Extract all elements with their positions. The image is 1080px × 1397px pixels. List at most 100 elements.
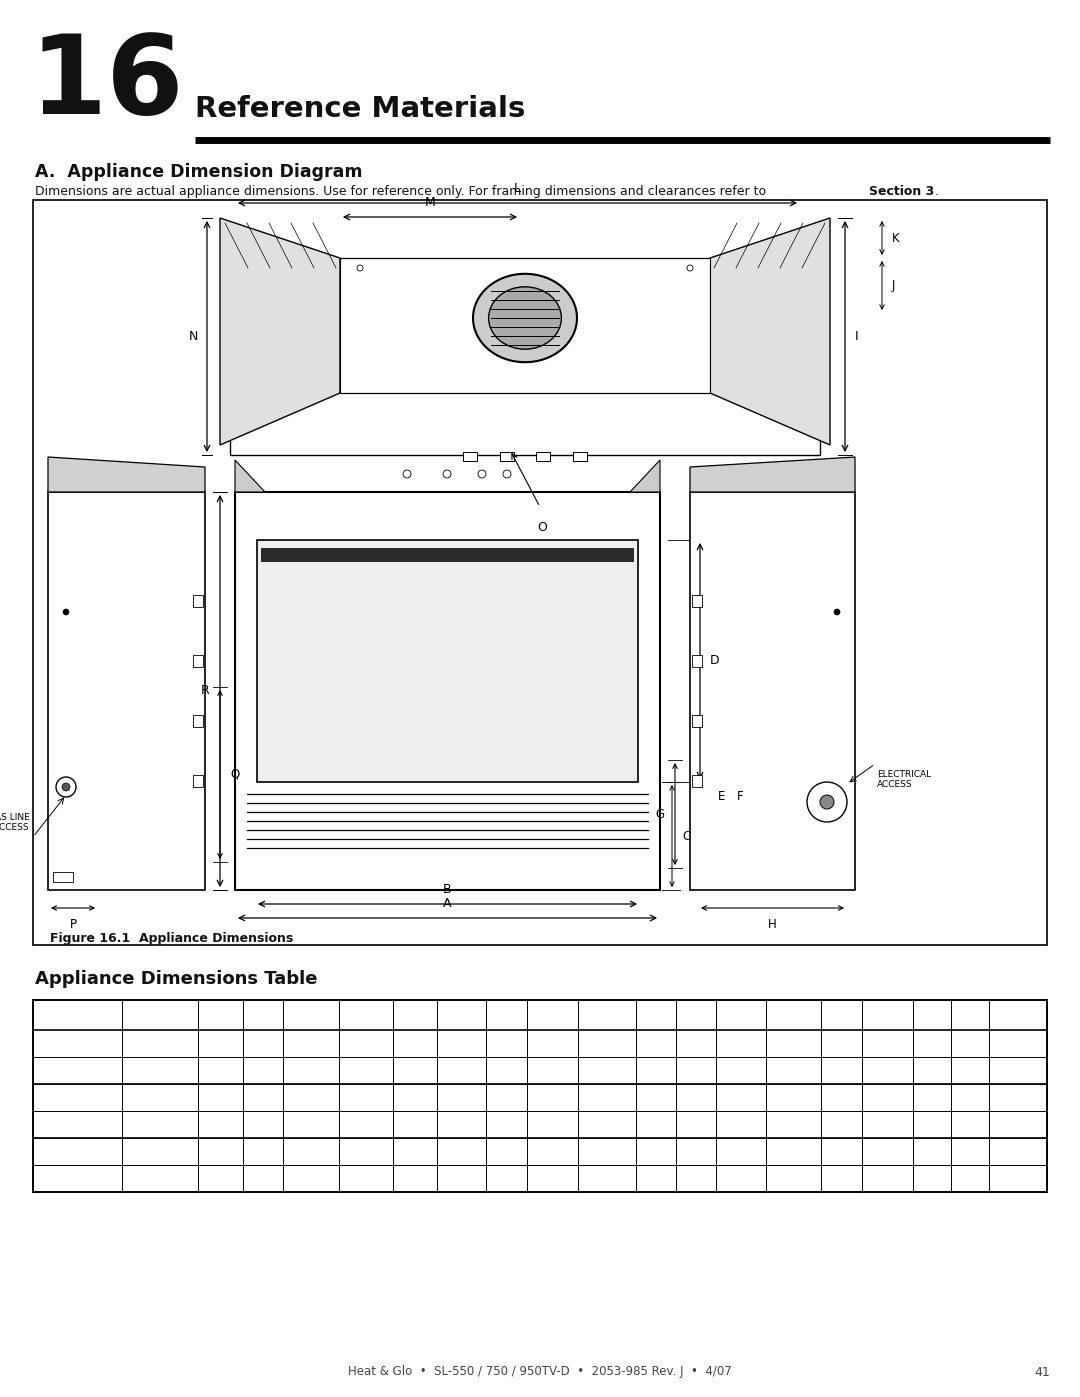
Text: 559: 559 xyxy=(355,1173,376,1183)
Text: 37-3/4: 37-3/4 xyxy=(293,1092,329,1102)
Text: -: - xyxy=(694,1147,699,1157)
Text: 6: 6 xyxy=(883,1147,891,1157)
Text: F: F xyxy=(737,791,743,803)
Text: 153: 153 xyxy=(877,1173,897,1183)
Text: -: - xyxy=(551,1119,554,1130)
Text: 5: 5 xyxy=(838,1038,845,1049)
Text: 198: 198 xyxy=(496,1066,517,1076)
Text: 5: 5 xyxy=(838,1092,845,1102)
Text: 16: 16 xyxy=(30,29,185,137)
Text: P: P xyxy=(928,1009,936,1021)
Text: 32: 32 xyxy=(408,1092,422,1102)
Text: 31: 31 xyxy=(455,1038,469,1049)
Text: R: R xyxy=(201,685,210,697)
Text: 38-1/2: 38-1/2 xyxy=(444,1147,480,1157)
Text: 790: 790 xyxy=(253,1066,273,1076)
Text: J: J xyxy=(654,1009,659,1021)
Text: 1040: 1040 xyxy=(206,1119,234,1130)
Text: H: H xyxy=(768,918,777,930)
Text: -: - xyxy=(551,1147,554,1157)
Text: -: - xyxy=(930,1173,934,1183)
Text: A.  Appliance Dimension Diagram: A. Appliance Dimension Diagram xyxy=(35,163,363,182)
Text: -: - xyxy=(694,1092,699,1102)
Text: -: - xyxy=(886,1119,889,1130)
Text: 8: 8 xyxy=(503,1038,510,1049)
Bar xyxy=(235,492,660,890)
Text: 127: 127 xyxy=(831,1066,852,1076)
Circle shape xyxy=(687,265,693,271)
Text: O: O xyxy=(537,521,546,534)
Text: N: N xyxy=(189,330,198,342)
Text: 17: 17 xyxy=(359,1038,373,1049)
Circle shape xyxy=(63,609,69,615)
Bar xyxy=(193,775,203,787)
Text: -: - xyxy=(413,1173,417,1183)
Bar xyxy=(33,200,1047,944)
Text: 32-1/2: 32-1/2 xyxy=(293,1038,329,1049)
Text: 41: 41 xyxy=(214,1092,228,1102)
Polygon shape xyxy=(690,457,855,492)
Text: B: B xyxy=(258,1009,268,1021)
Bar xyxy=(193,595,203,608)
Text: -: - xyxy=(968,1119,972,1130)
Text: H: H xyxy=(548,1009,557,1021)
Text: 415: 415 xyxy=(783,1066,805,1076)
Text: F: F xyxy=(458,1009,465,1021)
Text: L: L xyxy=(738,1009,745,1021)
Text: -: - xyxy=(792,1092,796,1102)
Text: 129: 129 xyxy=(877,1066,897,1076)
Circle shape xyxy=(503,469,511,478)
Text: -: - xyxy=(739,1092,743,1102)
Text: 327: 327 xyxy=(596,1066,618,1076)
Circle shape xyxy=(834,609,840,615)
Text: 979: 979 xyxy=(451,1173,473,1183)
Text: M: M xyxy=(787,1009,799,1021)
Text: G: G xyxy=(656,807,665,820)
Text: 8: 8 xyxy=(503,1092,510,1102)
Polygon shape xyxy=(710,218,831,446)
Text: 6: 6 xyxy=(838,1147,845,1157)
Text: 1062: 1062 xyxy=(297,1173,325,1183)
Text: R: R xyxy=(1013,1009,1023,1021)
Text: 15-3/8: 15-3/8 xyxy=(589,1092,625,1102)
Circle shape xyxy=(820,795,834,809)
Text: E: E xyxy=(718,791,726,803)
Text: -: - xyxy=(694,1173,699,1183)
Text: 28-1/2: 28-1/2 xyxy=(396,1038,433,1049)
Text: -: - xyxy=(968,1173,972,1183)
Text: 55: 55 xyxy=(924,1066,939,1076)
Text: J: J xyxy=(892,278,895,292)
Text: B: B xyxy=(443,883,451,895)
Text: 25-3/4: 25-3/4 xyxy=(589,1038,625,1049)
Text: -: - xyxy=(792,1147,796,1157)
Text: M: M xyxy=(424,196,435,210)
Text: 1: 1 xyxy=(967,1038,973,1049)
Text: O: O xyxy=(882,1009,892,1021)
Text: 8-1/8: 8-1/8 xyxy=(727,1038,756,1049)
Polygon shape xyxy=(220,218,340,446)
Text: Millimeters: Millimeters xyxy=(130,1173,191,1183)
Text: 653: 653 xyxy=(646,1066,666,1076)
Text: 913: 913 xyxy=(210,1066,231,1076)
Bar xyxy=(463,453,477,461)
Text: -: - xyxy=(968,1092,972,1102)
Text: 36: 36 xyxy=(1011,1147,1025,1157)
Bar xyxy=(340,258,710,393)
Text: 726: 726 xyxy=(1008,1066,1028,1076)
Text: -: - xyxy=(551,1092,554,1102)
Text: -: - xyxy=(739,1173,743,1183)
Text: Inches: Inches xyxy=(143,1038,178,1049)
Text: 198: 198 xyxy=(496,1119,517,1130)
Text: A: A xyxy=(216,1009,225,1021)
Text: Figure 16.1  Appliance Dimensions: Figure 16.1 Appliance Dimensions xyxy=(50,932,294,944)
Text: 14: 14 xyxy=(689,1066,703,1076)
Text: Section 3: Section 3 xyxy=(869,184,934,198)
Text: -: - xyxy=(968,1147,972,1157)
Text: -: - xyxy=(886,1092,889,1102)
Text: -: - xyxy=(504,1147,509,1157)
Text: 1/2: 1/2 xyxy=(687,1038,705,1049)
Text: 479: 479 xyxy=(596,1173,618,1183)
Text: L: L xyxy=(514,182,521,196)
Text: SL-750TV-D: SL-750TV-D xyxy=(36,1106,108,1116)
Ellipse shape xyxy=(473,274,577,362)
